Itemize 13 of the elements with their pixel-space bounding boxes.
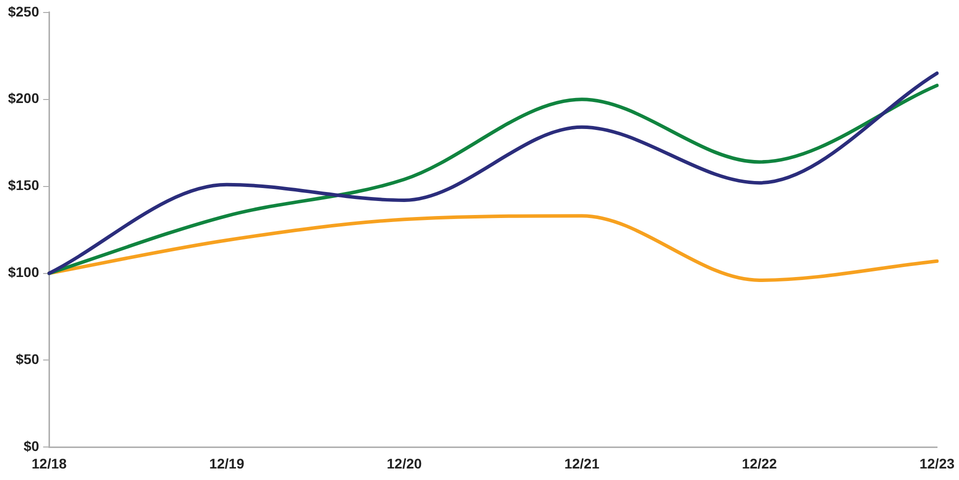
x-tick-label: 12/20 (386, 455, 422, 472)
y-tick-label: $150 (8, 177, 40, 194)
x-tick-label: 12/22 (742, 455, 778, 472)
y-tick-label: $200 (8, 90, 40, 106)
y-tick-label: $0 (24, 438, 40, 454)
x-tick-label: 12/19 (209, 455, 244, 472)
y-tick-label: $50 (16, 351, 40, 368)
line-series (47, 214, 939, 282)
y-tick-label: $100 (8, 264, 40, 280)
x-tick-label: 12/18 (32, 455, 67, 472)
x-tick-label: 12/23 (919, 455, 955, 472)
x-tick-label: 12/21 (564, 455, 600, 472)
y-tick-label: $250 (8, 3, 40, 20)
